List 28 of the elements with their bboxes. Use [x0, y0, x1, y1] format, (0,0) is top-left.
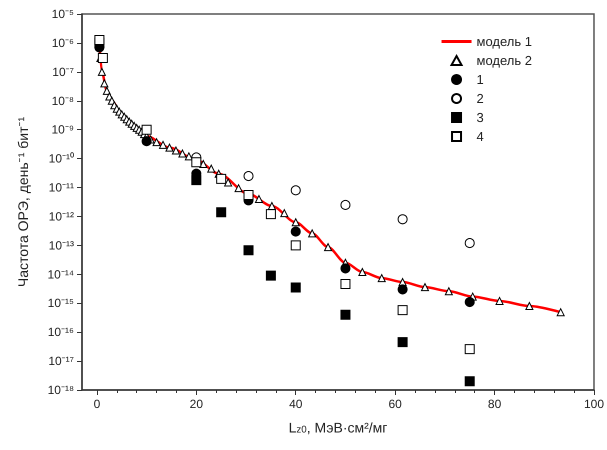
x-tick-label: 40: [289, 397, 303, 411]
y-tick-label: 10⁻⁸: [52, 94, 74, 108]
y-tick-label: 10⁻⁹: [52, 122, 74, 137]
y-tick-label: 10⁻¹⁸: [48, 383, 74, 397]
x-tick-label: 0: [94, 397, 101, 411]
y-tick-label: 10⁻⁶: [52, 36, 74, 50]
x-tick-label: 80: [488, 397, 502, 411]
legend-label: 2: [476, 91, 484, 106]
y-tick-label: 10⁻¹⁷: [48, 354, 74, 368]
y-tick-label: 10⁻¹¹: [48, 180, 74, 195]
y-tick-label: 10⁻¹²: [48, 209, 74, 224]
legend-label: 3: [476, 110, 484, 125]
x-axis-title: Lz0, МэВ·см²/мг: [288, 419, 388, 436]
legend-label: 4: [476, 129, 484, 144]
y-tick-label: 10⁻⁵: [52, 7, 74, 21]
y-axis-title: Частота ОРЭ, день⁻¹ бит⁻¹: [15, 116, 31, 288]
x-tick-label: 60: [388, 397, 402, 411]
y-tick-label: 10⁻¹³: [48, 238, 74, 252]
legend-label: модель 2: [476, 53, 532, 68]
y-tick-label: 10⁻¹⁴: [48, 267, 74, 282]
y-tick-label: 10⁻¹⁵: [48, 296, 74, 310]
legend-label: 1: [476, 72, 484, 87]
x-tick-label: 100: [584, 397, 604, 411]
x-tick-label: 20: [190, 397, 204, 411]
y-tick-label: 10⁻¹⁰: [48, 152, 74, 166]
y-tick-label: 10⁻⁷: [52, 64, 74, 79]
legend-label: модель 1: [476, 34, 532, 49]
y-tick-label: 10⁻¹⁶: [48, 325, 74, 340]
